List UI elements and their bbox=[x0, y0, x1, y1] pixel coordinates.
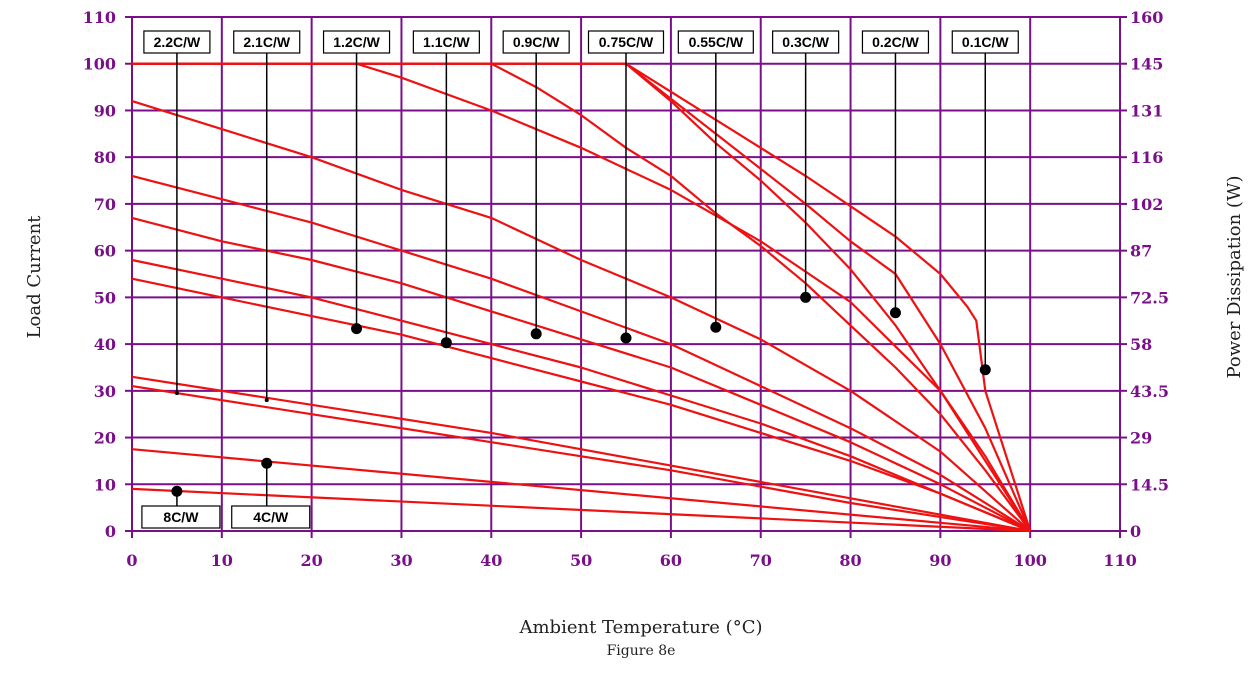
label-box bbox=[861, 30, 930, 54]
x-tick-label: 40 bbox=[480, 551, 502, 570]
series-marker bbox=[620, 332, 632, 344]
y-tick-label: 60 bbox=[94, 242, 116, 261]
y2-tick-label: 116 bbox=[1130, 148, 1163, 167]
series-line bbox=[131, 487, 1031, 533]
series-line bbox=[131, 385, 1031, 533]
y-axis-title: Load Current bbox=[24, 215, 45, 339]
series-marker bbox=[979, 364, 991, 376]
y2-tick-label: 87 bbox=[1130, 242, 1152, 261]
label-text: 1.2C/W bbox=[333, 34, 380, 50]
y-tick-label: 100 bbox=[83, 55, 116, 74]
label-box bbox=[772, 30, 840, 54]
y-tick-label: 20 bbox=[94, 429, 116, 448]
label-box bbox=[587, 30, 665, 54]
x-tick-label: 50 bbox=[570, 551, 592, 570]
series-marker bbox=[800, 291, 812, 303]
x-tick-label: 0 bbox=[126, 551, 137, 570]
x-tick-label: 30 bbox=[390, 551, 412, 570]
y2-tick-label: 14.5 bbox=[1130, 475, 1169, 494]
y-tick-label: 0 bbox=[105, 522, 116, 541]
series-line bbox=[131, 216, 1031, 532]
label-box bbox=[412, 30, 480, 54]
series-marker bbox=[351, 323, 363, 335]
label-box bbox=[141, 505, 221, 529]
x-tick-label: 100 bbox=[1013, 551, 1046, 570]
y-tick-label: 50 bbox=[94, 288, 116, 307]
y2-tick-label: 131 bbox=[1130, 101, 1163, 120]
series-marker bbox=[710, 321, 722, 333]
label-box bbox=[231, 505, 311, 529]
series-line bbox=[131, 258, 1031, 533]
label-text: 0.75C/W bbox=[599, 34, 654, 50]
series-marker bbox=[261, 457, 273, 469]
label-box bbox=[677, 30, 754, 54]
y2-tick-label: 29 bbox=[1130, 429, 1152, 448]
x-tick-label: 20 bbox=[301, 551, 323, 570]
y2-axis-title: Power Dissipation (W) bbox=[1224, 176, 1245, 379]
series-line bbox=[131, 174, 1031, 532]
figure-caption: Figure 8e bbox=[607, 643, 676, 659]
label-text: 8C/W bbox=[163, 509, 199, 525]
label-text: 0.9C/W bbox=[513, 34, 560, 50]
label-text: 4C/W bbox=[253, 509, 289, 525]
chart-markers bbox=[171, 291, 991, 497]
series-line bbox=[131, 277, 1031, 533]
label-text: 0.3C/W bbox=[782, 34, 829, 50]
label-text: 2.1C/W bbox=[243, 34, 290, 50]
label-box bbox=[233, 30, 301, 54]
series-line bbox=[131, 100, 1031, 532]
label-text: 2.2C/W bbox=[154, 34, 201, 50]
leader-dot bbox=[174, 391, 179, 396]
y2-tick-label: 0 bbox=[1130, 522, 1141, 541]
label-text: 0.55C/W bbox=[689, 34, 744, 50]
label-box bbox=[143, 30, 211, 54]
y-tick-label: 70 bbox=[94, 195, 116, 214]
x-axis-title: Ambient Temperature (°C) bbox=[518, 617, 762, 638]
y2-tick-label: 145 bbox=[1130, 55, 1163, 74]
series-marker bbox=[889, 307, 901, 319]
series-marker bbox=[530, 328, 542, 340]
y2-tick-label: 160 bbox=[1130, 8, 1163, 27]
chart-labels: 2.2C/W 2.1C/W 1.2C/W 1.1C/W 0.9C/W 0.75C/W 0.5… bbox=[141, 30, 1019, 529]
chart-leaders bbox=[176, 53, 987, 506]
x-tick-label: 60 bbox=[660, 551, 682, 570]
series-line bbox=[131, 448, 1031, 533]
series-line bbox=[131, 375, 1031, 533]
x-tick-label: 70 bbox=[750, 551, 772, 570]
y2-tick-label: 102 bbox=[1130, 195, 1163, 214]
y-tick-label: 90 bbox=[94, 101, 116, 120]
label-text: 0.1C/W bbox=[962, 34, 1009, 50]
label-box bbox=[951, 30, 1019, 54]
y-tick-label: 110 bbox=[83, 8, 116, 27]
y-tick-label: 30 bbox=[94, 382, 116, 401]
x-tick-label: 10 bbox=[211, 551, 233, 570]
series-marker bbox=[171, 485, 183, 497]
y2-tick-label: 72.5 bbox=[1130, 288, 1169, 307]
x-tick-label: 80 bbox=[839, 551, 861, 570]
label-box bbox=[322, 30, 391, 54]
y2-tick-label: 43.5 bbox=[1130, 382, 1169, 401]
leader-dot bbox=[264, 398, 269, 403]
x-tick-label: 110 bbox=[1103, 551, 1136, 570]
y-tick-label: 10 bbox=[94, 475, 116, 494]
series-marker bbox=[440, 337, 452, 349]
y2-tick-label: 58 bbox=[1130, 335, 1152, 354]
x-tick-label: 90 bbox=[929, 551, 951, 570]
y-tick-label: 80 bbox=[94, 148, 116, 167]
y-tick-label: 40 bbox=[94, 335, 116, 354]
label-text: 0.2C/W bbox=[872, 34, 919, 50]
label-text: 1.1C/W bbox=[423, 34, 470, 50]
label-box bbox=[502, 30, 570, 54]
